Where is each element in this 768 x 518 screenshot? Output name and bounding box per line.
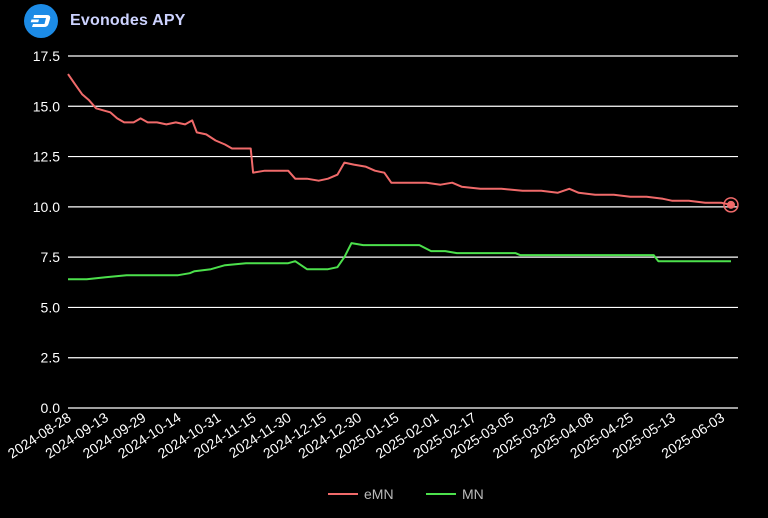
dash-logo-glyph (30, 15, 51, 27)
legend-label-eMN: eMN (364, 486, 394, 502)
series-line-MN (68, 242, 731, 281)
dash-logo-icon (24, 4, 58, 38)
y-tick-label: 17.5 (33, 48, 60, 64)
y-tick-label: 12.5 (33, 149, 60, 165)
last-point-ring (723, 197, 739, 213)
y-tick-label: 10.0 (33, 199, 60, 215)
y-tick-label: 15.0 (33, 98, 60, 114)
chart-header: Evonodes APY (24, 4, 186, 38)
legend-label-MN: MN (462, 486, 484, 502)
series-line-eMN (67, 73, 732, 206)
last-point-dot (726, 200, 735, 209)
y-tick-label: 0.0 (41, 400, 61, 416)
y-tick-label: 5.0 (41, 299, 61, 315)
y-tick-label: 2.5 (41, 350, 61, 366)
chart-title: Evonodes APY (70, 12, 186, 29)
y-tick-label: 7.5 (41, 249, 61, 265)
